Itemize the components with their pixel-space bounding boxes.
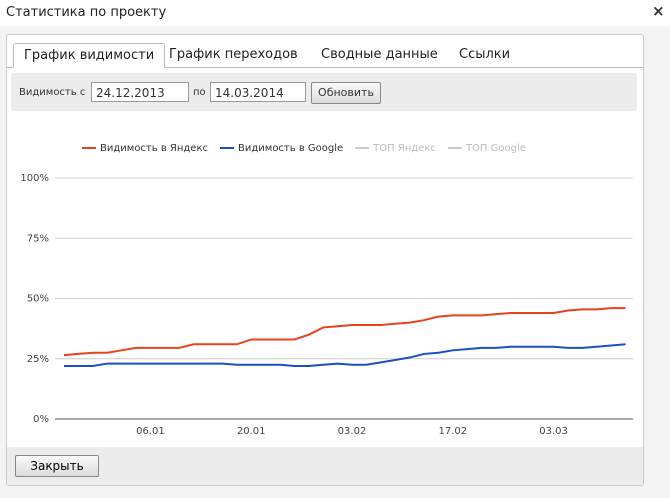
label: Видимость с [19,87,86,98]
tab[interactable]: Сводные данные [321,47,438,62]
y-tick-label: 50% [27,294,49,305]
y-tick-label: 75% [27,233,49,244]
tab[interactable]: График видимости [13,43,166,68]
legend-label: Видимость в Google [238,143,343,154]
date-input[interactable]: 14.03.2014 [210,82,306,102]
footer: Закрыть [7,447,643,485]
x-tick-label: 06.01 [136,426,165,437]
y-tick-label: 25% [27,354,49,365]
x-tick-label: 03.03 [539,426,568,437]
x-tick-label: 03.02 [338,426,367,437]
date-input[interactable]: 24.12.2013 [91,82,189,102]
tab-line [7,67,643,68]
tab[interactable]: График переходов [169,47,298,62]
update-button[interactable]: Обновить [311,82,381,104]
legend-label: Видимость в Яндекс [100,143,208,154]
y-tick-label: 0% [33,414,49,425]
title-bar: Статистика по проекту × [0,0,670,26]
dialog-title: Статистика по проекту [6,5,167,20]
x-tick-label: 17.02 [438,426,467,437]
panel: График видимости График переходов Сводны… [6,34,644,486]
series-line [63,307,626,357]
legend-label: ТОП Google [465,143,526,154]
legend-label: ТОП Яндекс [372,143,436,154]
label: по [193,87,206,98]
close-icon[interactable]: × [652,2,665,20]
filter-bar: Видимость с 24.12.2013 по 14.03.2014 Обн… [11,73,637,111]
series-line [64,343,626,367]
tab[interactable]: Ссылки [459,47,511,62]
chart: 0% 25% 50% 75% 100% 06.01 20.01 03.02 17.02 03.03… [20,143,633,437]
close-button[interactable]: Закрыть [15,455,99,477]
x-tick-label: 20.01 [237,426,266,437]
y-tick-label: 100% [20,173,49,184]
